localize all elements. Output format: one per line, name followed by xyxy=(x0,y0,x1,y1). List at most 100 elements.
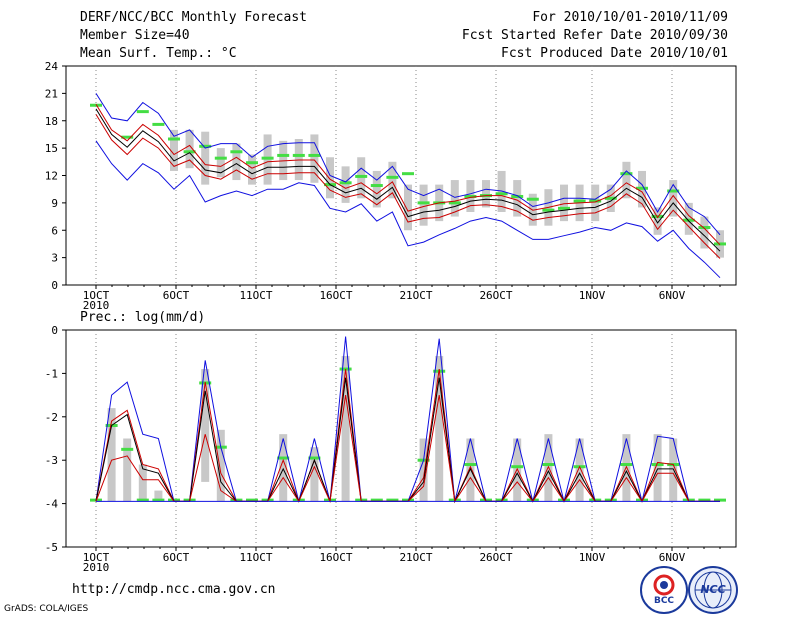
temperature-climatology-marker xyxy=(308,153,321,157)
precip-climatology-marker xyxy=(370,498,383,502)
precip-climatology-marker xyxy=(651,463,664,467)
temperature-spread-bar xyxy=(248,154,256,185)
temperature-spread-bar xyxy=(170,129,178,171)
precip-y-tick-label: -1 xyxy=(45,367,58,380)
temperature-spread-bar xyxy=(388,161,397,199)
bcc-logo-text: BCC xyxy=(653,596,675,606)
precip-x-tick-label: 1OCT xyxy=(83,551,110,564)
precip-spread-bar xyxy=(154,490,163,502)
temperature-spread-bar xyxy=(622,161,631,199)
precip-spread-bar xyxy=(138,464,147,502)
precip-x-tick-label: 26OCT xyxy=(479,551,512,564)
precip-climatology-marker xyxy=(464,463,477,467)
precip-panel-title: Prec.: log(mm/d) xyxy=(80,310,206,325)
temperature-climatology-marker xyxy=(526,197,539,201)
temperature-y-tick-label: 18 xyxy=(45,115,58,128)
precip-x-tick-label: 16OCT xyxy=(319,551,352,564)
precip-spread-bar xyxy=(435,356,444,502)
temperature-plot-frame xyxy=(65,65,737,286)
temperature-y-tick-label: 0 xyxy=(51,279,58,292)
temperature-y-tick-label: 12 xyxy=(45,170,58,183)
temperature-spread-bar xyxy=(669,180,678,217)
temperature-spread-bar xyxy=(326,157,334,199)
temperature-climatology-marker xyxy=(246,161,258,165)
temperature-climatology-marker xyxy=(589,199,602,203)
temperature-series-min xyxy=(95,140,721,279)
temperature-climatology-marker xyxy=(573,199,586,203)
temperature-y-tick-label: 9 xyxy=(51,197,58,210)
precip-climatology-marker xyxy=(386,498,399,502)
temperature-x-tick-label: 1OCT xyxy=(83,289,110,302)
temperature-spread-bar xyxy=(310,134,319,183)
precip-spread-bar xyxy=(419,438,428,502)
precip-climatology-marker xyxy=(620,463,633,467)
temperature-climatology-marker xyxy=(386,175,399,179)
temperature-y-tick-label: 15 xyxy=(45,142,58,155)
precip-spread-bar xyxy=(341,356,350,502)
produced-date-label: Fcst Produced Date 2010/10/01 xyxy=(501,46,728,61)
temperature-climatology-marker xyxy=(339,181,352,185)
temperature-climatology-marker xyxy=(355,174,368,178)
temperature-spread-bar xyxy=(450,180,459,217)
precip-y-tick-label: -4 xyxy=(45,498,59,511)
temperature-x-tick-sublabel: 2010 xyxy=(83,299,110,312)
temperature-spread-bar xyxy=(482,180,490,208)
precip-spread-bar xyxy=(123,438,132,502)
temperature-climatology-marker xyxy=(121,135,134,139)
temperature-x-tick-label: 21OCT xyxy=(399,289,432,302)
temperature-climatology-marker xyxy=(292,153,305,157)
precip-x-tick-label: 1NOV xyxy=(579,551,606,564)
precip-x-tick-sublabel: 2010 xyxy=(83,561,110,574)
temperature-series-max xyxy=(95,93,721,236)
temperature-climatology-marker xyxy=(402,172,414,176)
precip-climatology-marker xyxy=(698,498,711,502)
temperature-climatology-marker xyxy=(136,110,149,114)
temperature-climatology-marker xyxy=(620,172,633,176)
temperature-climatology-marker xyxy=(464,194,477,198)
temperature-series-lower xyxy=(95,114,721,259)
temperature-spread-bar xyxy=(700,216,709,249)
precip-spread-bar xyxy=(107,408,116,502)
bcc-logo-emblem-icon xyxy=(653,574,675,596)
temperature-x-tick-label: 6NOV xyxy=(659,289,686,302)
temperature-climatology-marker xyxy=(542,208,555,212)
temperature-x-tick-label: 26OCT xyxy=(479,289,512,302)
precip-climatology-marker xyxy=(542,463,555,467)
temperature-climatology-marker xyxy=(152,122,165,126)
precip-climatology-marker xyxy=(152,498,165,502)
temperature-x-tick-label: 1NOV xyxy=(579,289,606,302)
precip-y-tick-label: -5 xyxy=(45,541,58,554)
temperature-spread-bar xyxy=(591,184,600,222)
precip-climatology-marker xyxy=(136,498,149,502)
temperature-climatology-marker xyxy=(214,156,227,160)
temperature-climatology-marker xyxy=(261,156,274,160)
temperature-spread-bar xyxy=(419,184,428,226)
forecast-period-label: For 2010/10/01-2010/11/09 xyxy=(532,10,728,25)
temperature-spread-bar xyxy=(185,129,194,169)
temperature-x-tick-label: 16OCT xyxy=(319,289,352,302)
precip-spread-bar xyxy=(201,369,210,482)
member-size-label: Member Size=40 xyxy=(80,28,190,43)
precip-plot-frame xyxy=(65,329,737,548)
precip-y-tick-label: -2 xyxy=(45,411,58,424)
temperature-spread-bar xyxy=(404,184,412,231)
temperature-series-mean xyxy=(95,108,721,252)
temperature-spread-bar xyxy=(560,184,568,222)
temperature-series-upper xyxy=(95,104,721,246)
ncc-logo: NCC xyxy=(688,566,738,614)
precip-y-tick-label: -3 xyxy=(45,454,58,467)
ncc-logo-text: NCC xyxy=(700,583,726,596)
variable-label: Mean Surf. Temp.: °C xyxy=(80,46,237,61)
source-url[interactable]: http://cmdp.ncc.cma.gov.cn xyxy=(72,582,276,597)
temperature-spread-bar xyxy=(372,170,381,208)
precip-climatology-marker xyxy=(121,447,134,451)
precip-climatology-marker xyxy=(511,465,524,469)
started-refer-date-label: Fcst Started Refer Date 2010/09/30 xyxy=(461,28,728,43)
precip-climatology-marker xyxy=(714,498,726,502)
temperature-y-tick-label: 6 xyxy=(51,224,58,237)
temperature-climatology-marker xyxy=(448,201,461,205)
temperature-climatology-marker xyxy=(667,189,680,193)
grads-credit: GrADS: COLA/IGES xyxy=(4,604,89,614)
temperature-climatology-marker xyxy=(682,218,695,222)
